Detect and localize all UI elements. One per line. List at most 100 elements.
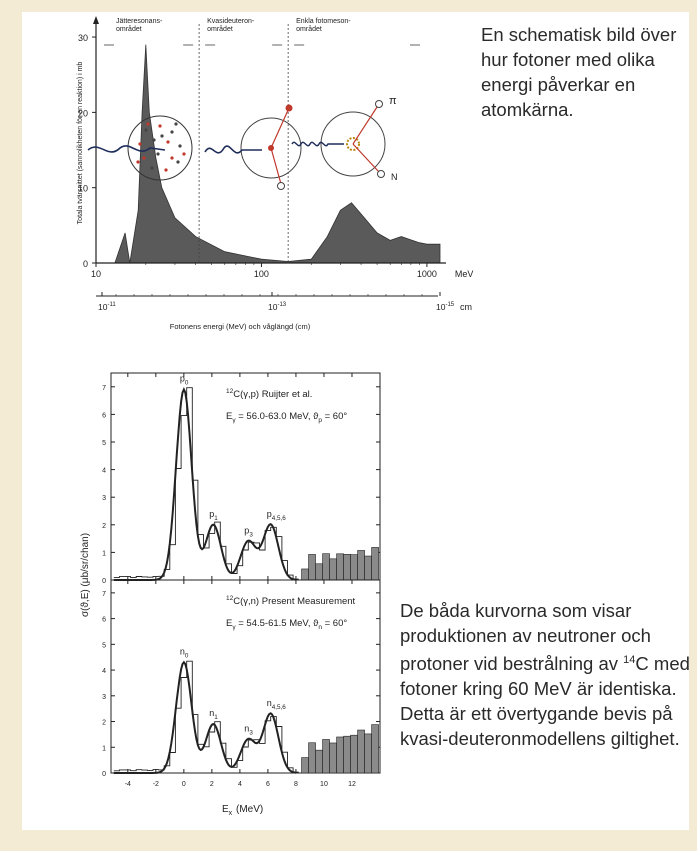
nucleon-dot [166, 140, 170, 144]
hatched-bin [336, 736, 344, 774]
y-tick-label: 1 [102, 550, 106, 557]
y-tick-label: 3 [102, 694, 106, 701]
y-tick-label: 5 [102, 440, 106, 447]
hatched-bin [308, 742, 316, 774]
top-spectrum-energy: Eγ = 56.0-63.0 MeV, ϑp = 60° [226, 411, 347, 424]
x-tick-label: 2 [210, 781, 214, 788]
x-tick-label: 12 [348, 781, 356, 788]
hatched-bin [371, 724, 379, 774]
photon-wave-arrow [204, 145, 262, 154]
region-label: Enkla fotomeson-området [296, 18, 351, 33]
hatched-bin [308, 554, 316, 581]
y-tick-label: 7 [102, 385, 106, 392]
x-axis-label: Fotonens energi (MeV) och våglängd (cm) [170, 322, 311, 331]
nucleon-dot [160, 134, 164, 138]
region-label: Jätteresonans-området [116, 18, 163, 33]
y-axis-label: Totala tvärsnittet (sannolikheten för en… [77, 62, 84, 225]
y-tick-label: 2 [102, 523, 106, 530]
n-label: N [391, 172, 398, 182]
bottom-spectrum-title: 12C(γ,n) Present Measurement [226, 595, 356, 607]
hatched-bin [364, 733, 372, 774]
x-tick-label: 1000 [417, 269, 437, 279]
region-label: Kvasideuteron-området [207, 18, 255, 33]
y-axis-label: σ(ϑ,E) (μb/sr/chan) [80, 533, 91, 617]
y-tick-label: 3 [102, 495, 106, 502]
y-tick-label: 0 [102, 771, 106, 778]
y-tick-label: 4 [102, 468, 106, 475]
peak-label: p3 [244, 525, 253, 538]
peak-label: p0 [180, 374, 189, 387]
wavelength-unit-label: cm [460, 302, 472, 312]
x-unit-label: MeV [455, 269, 474, 279]
peak-label: p4,5,6 [267, 509, 287, 522]
particle-track [352, 143, 380, 173]
x-tick-label: 8 [294, 781, 298, 788]
x-tick-label: 6 [266, 781, 270, 788]
nucleon-dot [170, 156, 174, 160]
nucleon-dot [150, 166, 154, 170]
nucleon-dot [170, 130, 174, 134]
hatched-bin [301, 757, 309, 774]
hatched-bin [343, 554, 351, 581]
caption-bottom-part1: De båda kurvorna som visar produktionen … [400, 600, 651, 675]
y-tick-label: 1 [102, 745, 106, 752]
cross-section-area [96, 44, 441, 264]
nucleon-dot [146, 122, 150, 126]
nucleus-circle [240, 117, 302, 179]
x-tick-label: 100 [254, 269, 269, 279]
x-tick-label: 10 [91, 269, 101, 279]
nucleus-circle [320, 111, 386, 177]
y-tick-label: 6 [102, 617, 106, 624]
particle-track [270, 107, 290, 149]
hatched-bin [329, 742, 337, 774]
photon-wave-arrow [87, 145, 166, 153]
caption-bottom-part2: C med fotoner kring 60 MeV är identiska.… [400, 653, 690, 750]
hatched-bin [322, 739, 330, 774]
proton-dot [285, 104, 293, 112]
peak-label: p1 [209, 509, 218, 522]
wavelength-tick-label: 10-15 [436, 302, 455, 312]
nucleon-dot [178, 144, 182, 148]
caption-bottom-sup: 14 [623, 654, 636, 666]
nucleon-out-dot [377, 170, 385, 178]
x-tick-label: -4 [125, 781, 131, 788]
nucleon-dot [174, 122, 178, 126]
peak-label: n0 [180, 646, 189, 659]
hatched-bin [350, 734, 358, 774]
hatched-bin [322, 553, 330, 581]
pair-dot [268, 145, 274, 151]
particle-track [352, 103, 380, 145]
x-axis-label: Ex [222, 804, 233, 817]
nucleon-dot [142, 156, 146, 160]
x-tick-label: 10 [320, 781, 328, 788]
wavelength-tick-label: 10-13 [268, 302, 287, 312]
nucleon-dot [156, 152, 160, 156]
y-tick-label: 30 [78, 33, 88, 43]
top-spectrum-title: 12C(γ,p) Ruijter et al. [226, 388, 312, 400]
nucleus-circle [127, 115, 193, 181]
hatched-bin [329, 558, 337, 581]
y-tick-label: 20 [78, 108, 88, 118]
y-axis-arrow [93, 16, 99, 24]
y-tick-label: 7 [102, 591, 106, 598]
bottom-spectrum-energy: Eγ = 54.5-61.5 MeV, ϑn = 60° [226, 618, 347, 631]
y-tick-label: 6 [102, 412, 106, 419]
x-tick-label: 4 [238, 781, 242, 788]
bottom-spectrum-fit-curve [113, 660, 297, 774]
nucleon-dot [158, 124, 162, 128]
neutron-dot [277, 182, 285, 190]
y-tick-label: 0 [83, 259, 88, 269]
peak-label: n1 [209, 708, 218, 721]
y-tick-label: 4 [102, 668, 106, 675]
wavelength-tick-label: 10-11 [98, 302, 116, 312]
nucleon-dot [144, 128, 148, 132]
hatched-bin [350, 554, 358, 581]
y-tick-label: 10 [78, 184, 88, 194]
particle-track [270, 147, 282, 185]
pion-dot [375, 100, 383, 108]
top-spectrum-frame [110, 372, 381, 581]
hatched-bin [336, 553, 344, 581]
